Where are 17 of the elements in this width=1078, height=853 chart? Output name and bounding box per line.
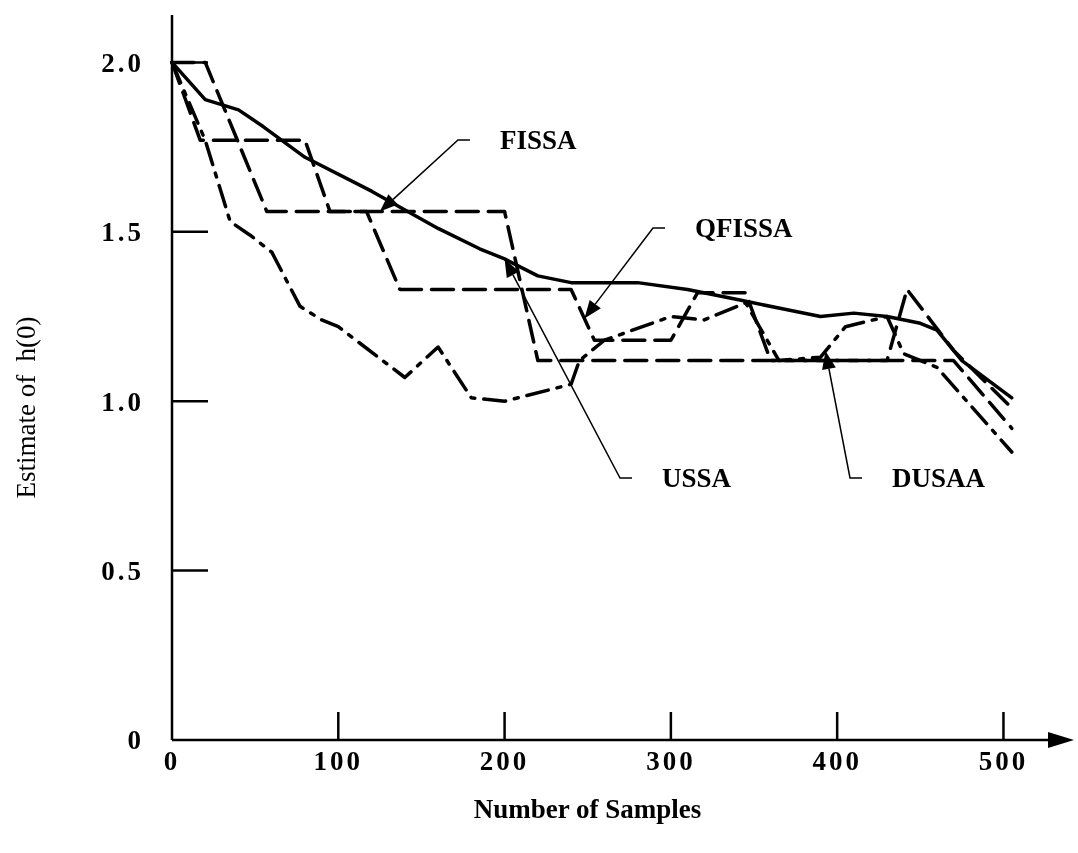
x-axis-title: Number of Samples bbox=[473, 794, 702, 824]
series-label: DUSAA bbox=[892, 463, 986, 494]
text: FISSA bbox=[500, 125, 578, 156]
y-tick-label: 0.5 bbox=[101, 556, 144, 587]
x-tick-label: 300 bbox=[646, 746, 696, 776]
y-tick-label: 2.0 bbox=[101, 47, 144, 78]
x-tick-label: 100 bbox=[313, 746, 364, 776]
x-tick-label: 500 bbox=[978, 746, 1029, 776]
y-tick-label: 1.5 bbox=[101, 217, 144, 248]
x-tick-label: 200 bbox=[479, 746, 530, 776]
x-tick-label: 400 bbox=[812, 746, 862, 776]
y-axis-title: Estimate of h(0) bbox=[11, 316, 41, 499]
text: USSA bbox=[662, 463, 732, 494]
y-tick-label: 1.0 bbox=[101, 386, 144, 417]
series-label: QFISSA bbox=[695, 213, 794, 244]
x-tick-label: 0 bbox=[163, 746, 181, 776]
y-tick-label: 0 bbox=[127, 725, 144, 756]
